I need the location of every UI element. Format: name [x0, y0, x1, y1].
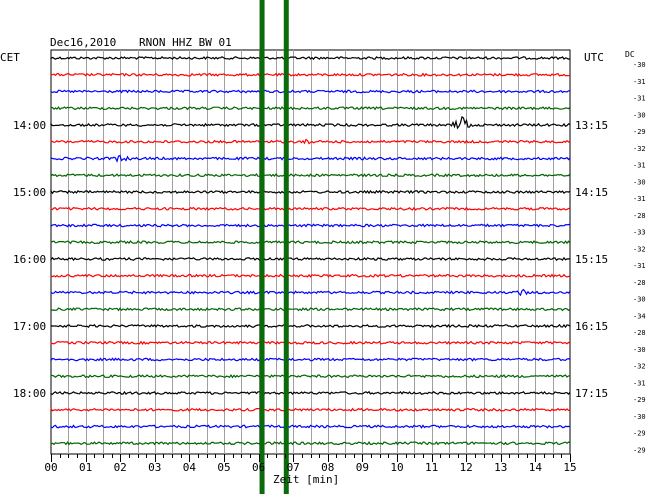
labels: Dec16,2010 RNON HHZ BW 01 CET UTC DC Zei…: [0, 36, 646, 486]
traces: [50, 55, 571, 446]
left-time-label: 16:00: [13, 253, 46, 266]
dc-header: DC: [625, 50, 635, 59]
dc-offset-label: -29: [633, 128, 646, 136]
right-time-label: 16:15: [575, 320, 608, 333]
left-time-label: 14:00: [13, 119, 46, 132]
dc-offset-label: -31: [633, 78, 646, 86]
plot-frame: [50, 49, 571, 455]
x-tick-label: 00: [44, 461, 57, 474]
trace-line: [50, 189, 571, 195]
trace-line: [50, 357, 571, 362]
x-tick-label: 12: [460, 461, 473, 474]
dc-offset-label: -34: [633, 312, 646, 320]
x-tick-label: 15: [563, 461, 576, 474]
dc-offset-label: -28: [633, 329, 646, 337]
x-tick-label: 14: [529, 461, 543, 474]
dc-offset-label: -31: [633, 379, 646, 387]
dc-offset-label: -29: [633, 396, 646, 404]
dc-offset-label: -30: [633, 413, 646, 421]
grid: [50, 49, 571, 455]
trace-line: [50, 206, 571, 211]
trace-line: [50, 173, 571, 178]
dc-offset-label: -33: [633, 229, 646, 237]
dc-offset-label: -31: [633, 162, 646, 170]
x-tick-label: 11: [425, 461, 438, 474]
dc-offset-label: -32: [633, 363, 646, 371]
x-axis: 00 01 02 03 04 05 06 07 08 09 10 11 12 13 14 15: [44, 454, 577, 474]
x-tick-label: 01: [79, 461, 92, 474]
dc-offset-label: -31: [633, 262, 646, 270]
dc-offset-label: -30: [633, 296, 646, 304]
x-axis-title: Zeit [min]: [273, 473, 339, 486]
trace-line: [50, 115, 571, 130]
trace-line: [50, 390, 571, 396]
trace-line: [50, 223, 571, 228]
right-time-label: 17:15: [575, 387, 608, 400]
dc-offset-label: -30: [633, 111, 646, 119]
left-time-label: 18:00: [13, 387, 46, 400]
dc-offset-label: -32: [633, 145, 646, 153]
trace-line: [50, 256, 571, 262]
x-tick-label: 04: [183, 461, 197, 474]
right-timezone: UTC: [584, 51, 604, 64]
trace-line: [50, 374, 571, 379]
x-tick-label: 09: [356, 461, 369, 474]
dc-offset-label: -31: [633, 195, 646, 203]
left-timezone: CET: [0, 51, 20, 64]
x-tick-label: 05: [217, 461, 230, 474]
dc-offset-label: -31: [633, 95, 646, 103]
x-tick-label: 13: [494, 461, 507, 474]
x-tick-label: 02: [114, 461, 127, 474]
trace-line: [50, 106, 571, 111]
right-time-label: 15:15: [575, 253, 608, 266]
vertical-markers: [259, 0, 289, 494]
trace-line: [50, 424, 571, 429]
trace-line: [50, 323, 571, 329]
dc-offset-label: -30: [633, 61, 646, 69]
trace-line: [50, 340, 571, 345]
trace-line: [50, 72, 571, 77]
trace-line: [50, 273, 571, 278]
x-tick-label: 03: [148, 461, 161, 474]
x-tick-label: 06: [252, 461, 265, 474]
station-name: RNON HHZ BW 01: [139, 36, 232, 49]
x-tick-label: 07: [287, 461, 300, 474]
trace-line: [50, 154, 571, 163]
trace-line: [50, 240, 571, 245]
trace-line: [50, 288, 571, 297]
dc-offset-label: -28: [633, 279, 646, 287]
dc-offset-label: -30: [633, 178, 646, 186]
trace-line: [50, 89, 571, 94]
left-time-label: 15:00: [13, 186, 46, 199]
trace-line: [50, 138, 571, 145]
dc-offset-label: -28: [633, 212, 646, 220]
dc-offset-label: -29: [633, 446, 646, 454]
dc-offset-label: -29: [633, 430, 646, 438]
recording-date: Dec16,2010: [50, 36, 116, 49]
right-time-label: 13:15: [575, 119, 608, 132]
left-time-label: 17:00: [13, 320, 46, 333]
trace-line: [50, 307, 571, 312]
dc-offset-label: -32: [633, 245, 646, 253]
dc-offset-label: -30: [633, 346, 646, 354]
trace-line: [50, 406, 571, 412]
trace-line: [50, 55, 571, 61]
right-time-label: 14:15: [575, 186, 608, 199]
x-tick-label: 08: [321, 461, 334, 474]
x-tick-label: 10: [390, 461, 403, 474]
trace-line: [50, 441, 571, 446]
